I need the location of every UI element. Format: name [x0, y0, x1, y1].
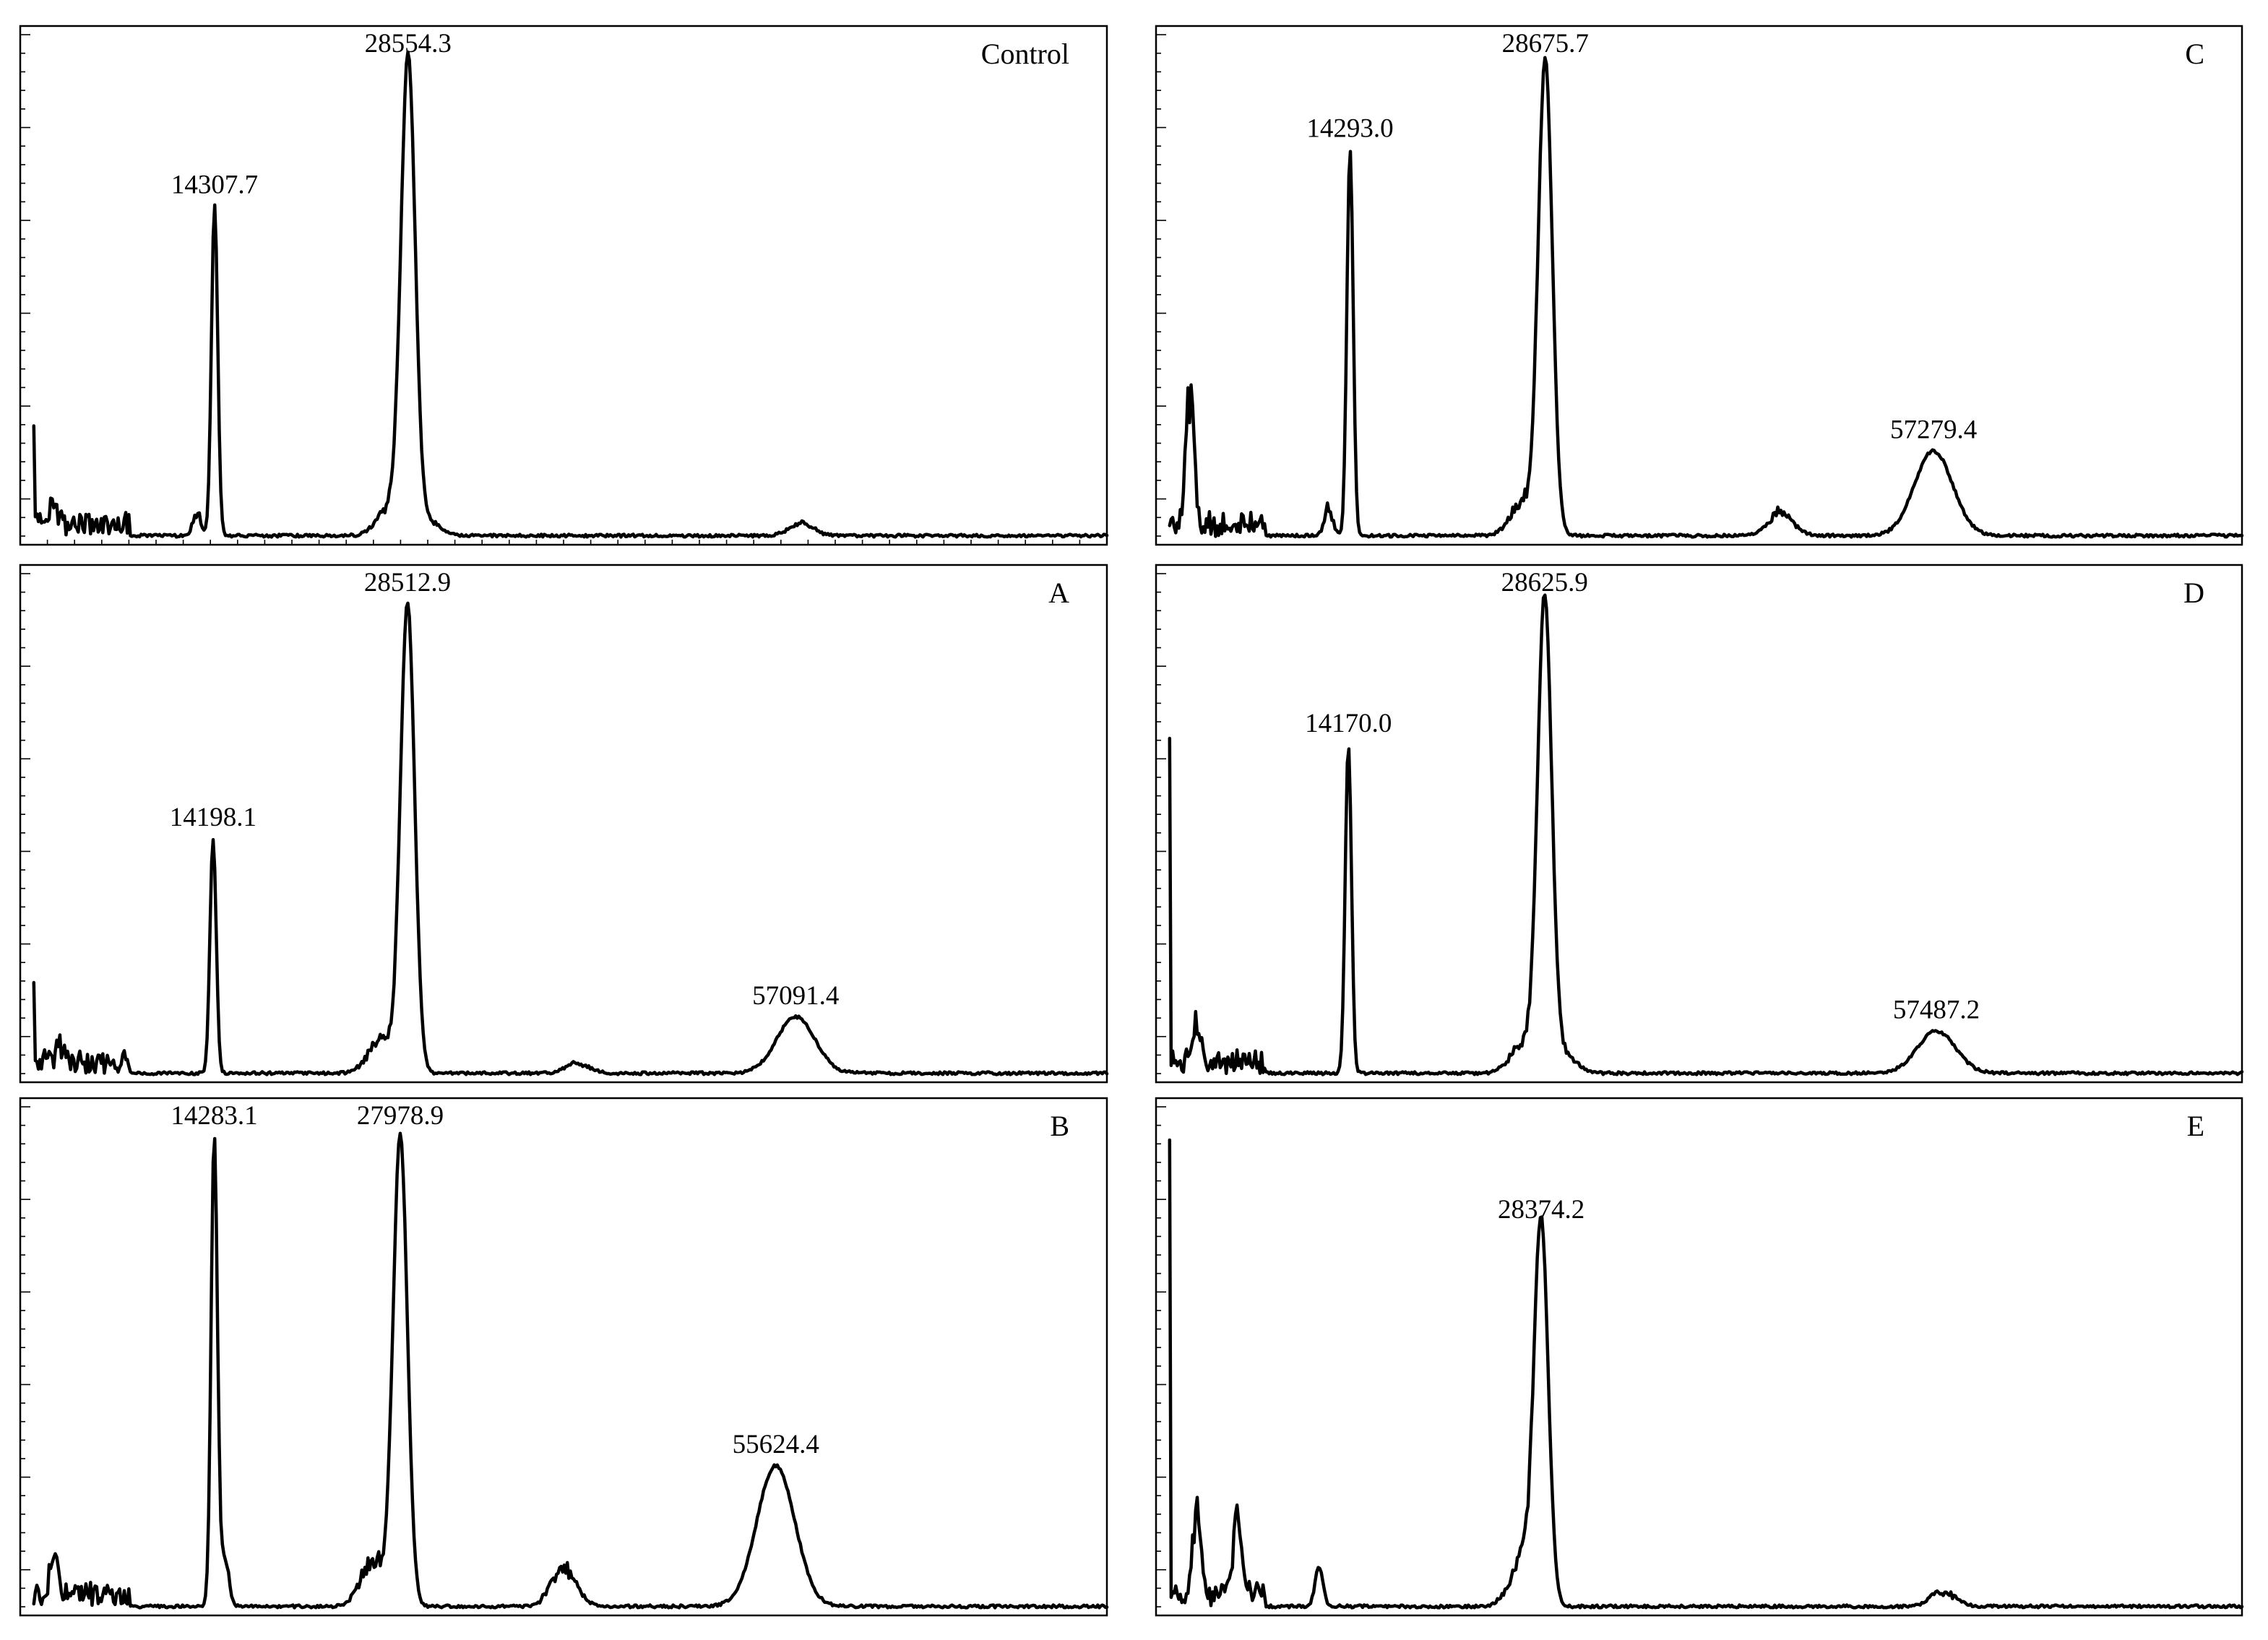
- panel-frame: [19, 564, 1108, 1084]
- peak-label: 57279.4: [1890, 415, 1977, 445]
- peak-label: 14170.0: [1305, 709, 1392, 738]
- peak-label: 28675.7: [1502, 29, 1589, 59]
- spectrum-panel-1: 14293.0 28675.7 57279.4 C: [1155, 25, 2244, 546]
- peak-label: 14283.1: [171, 1101, 257, 1131]
- peak-label: 14307.7: [171, 171, 258, 200]
- spectrum-trace: [1168, 1138, 2244, 1610]
- peak-label: 55624.4: [733, 1430, 819, 1459]
- peak-label: 28625.9: [1501, 568, 1588, 597]
- peak-label: 28512.9: [364, 568, 451, 597]
- peak-label: 57487.2: [1893, 996, 1980, 1025]
- panel-title: Control: [981, 38, 1069, 70]
- spectrum-trace: [32, 601, 1109, 1076]
- spectrum-panel-3: 14170.0 28625.9 57487.2 D: [1155, 564, 2244, 1084]
- spectrum-panel-2: 14198.1 28512.9 57091.4 A: [19, 564, 1109, 1084]
- peak-label: 28554.3: [365, 29, 452, 59]
- panel-frame: [1155, 564, 2243, 1084]
- panel-title: D: [2183, 577, 2204, 609]
- spectrum-panel-5: 28374.2 E: [1155, 1097, 2244, 1617]
- spectrum-trace: [32, 51, 1109, 539]
- peak-label: 14198.1: [170, 803, 256, 832]
- spectrum-panel-0: 14307.7 28554.3 Control: [19, 25, 1109, 546]
- spectrum-trace: [1168, 593, 2244, 1076]
- spectrum-trace: [1168, 56, 2244, 539]
- panel-title: B: [1050, 1110, 1069, 1142]
- panel-title: A: [1048, 577, 1069, 609]
- peak-label: 28374.2: [1498, 1195, 1584, 1225]
- peak-label: 14293.0: [1306, 113, 1393, 143]
- panel-frame: [1155, 25, 2243, 546]
- spectrum-panel-4: 14283.1 27978.9 55624.4 B: [19, 1097, 1109, 1617]
- peak-label: 57091.4: [752, 981, 839, 1011]
- panel-frame: [19, 25, 1108, 546]
- panel-title: E: [2187, 1110, 2204, 1142]
- panel-title: C: [2185, 38, 2204, 70]
- spectrum-trace: [32, 1131, 1109, 1610]
- peak-label: 27978.9: [357, 1101, 444, 1131]
- panel-frame: [19, 1097, 1108, 1617]
- panel-frame: [1155, 1097, 2243, 1617]
